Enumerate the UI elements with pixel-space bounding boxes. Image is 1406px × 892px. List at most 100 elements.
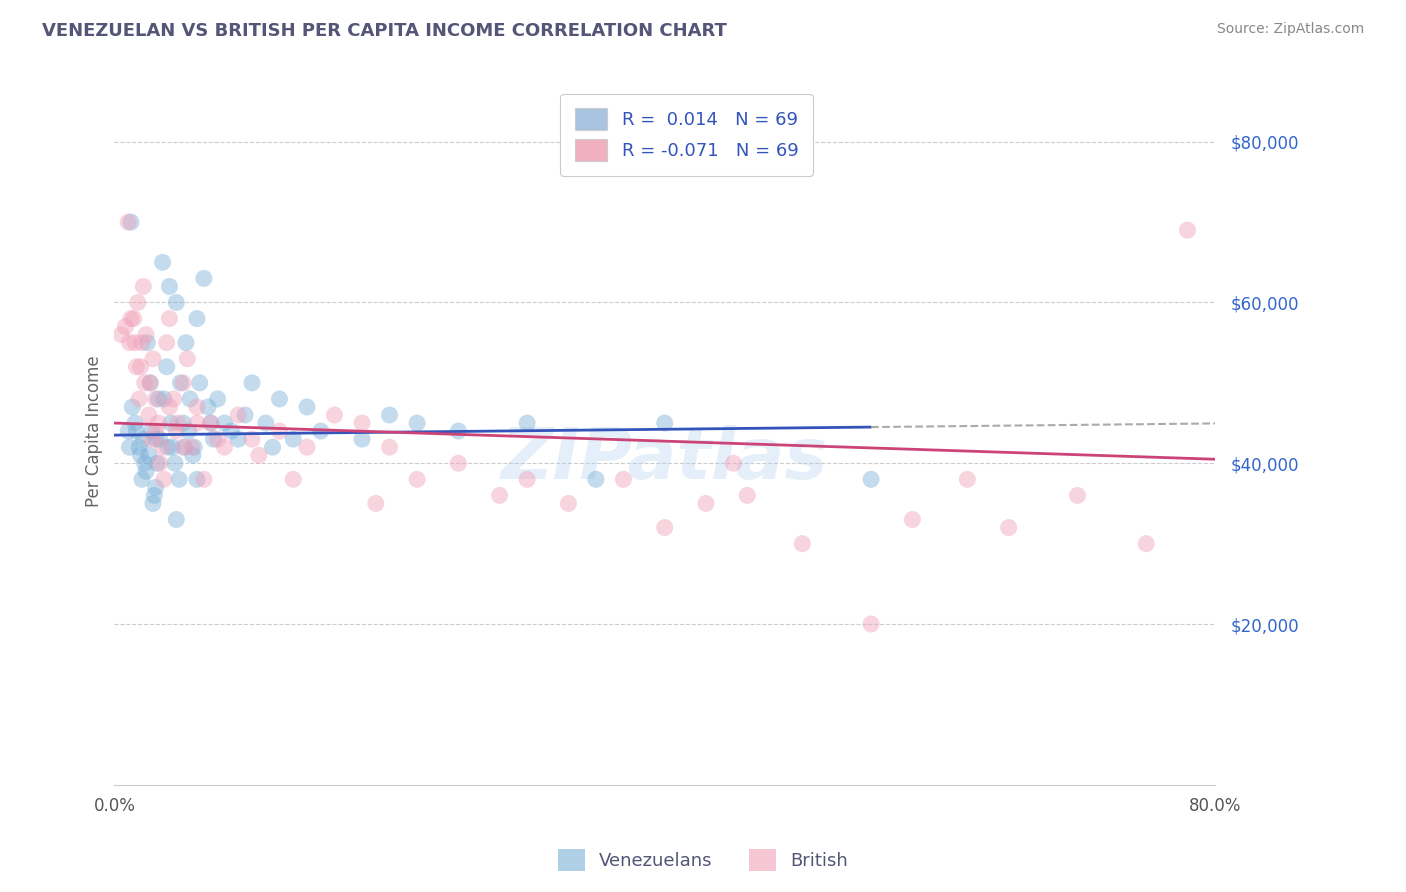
Text: VENEZUELAN VS BRITISH PER CAPITA INCOME CORRELATION CHART: VENEZUELAN VS BRITISH PER CAPITA INCOME …: [42, 22, 727, 40]
Point: [378, 440, 401, 454]
Point: [176, 351, 198, 366]
Point: [134, 376, 156, 390]
Point: [269, 424, 291, 438]
Point: [142, 351, 165, 366]
Point: [163, 456, 186, 470]
Point: [128, 440, 150, 454]
Point: [207, 392, 229, 406]
Point: [139, 376, 162, 390]
Point: [197, 400, 219, 414]
Point: [172, 440, 194, 454]
Point: [114, 319, 136, 334]
Point: [145, 424, 167, 438]
Point: [200, 416, 222, 430]
Point: [179, 392, 201, 406]
Point: [997, 520, 1019, 534]
Point: [117, 215, 139, 229]
Point: [141, 424, 163, 438]
Point: [254, 416, 277, 430]
Point: [226, 408, 249, 422]
Point: [309, 424, 332, 438]
Point: [165, 424, 187, 438]
Point: [378, 408, 401, 422]
Point: [207, 432, 229, 446]
Point: [124, 335, 146, 350]
Point: [131, 335, 153, 350]
Point: [447, 456, 470, 470]
Point: [183, 440, 205, 454]
Point: [138, 408, 160, 422]
Point: [202, 432, 225, 446]
Point: [186, 416, 208, 430]
Point: [166, 416, 188, 430]
Point: [193, 271, 215, 285]
Point: [226, 432, 249, 446]
Point: [295, 400, 318, 414]
Point: [167, 472, 190, 486]
Point: [138, 448, 160, 462]
Point: [233, 408, 256, 422]
Point: [283, 472, 305, 486]
Y-axis label: Per Capita Income: Per Capita Income: [86, 355, 103, 507]
Point: [149, 432, 172, 446]
Point: [193, 472, 215, 486]
Point: [132, 279, 155, 293]
Point: [188, 376, 211, 390]
Point: [146, 456, 169, 470]
Point: [186, 472, 208, 486]
Point: [153, 472, 176, 486]
Point: [122, 311, 145, 326]
Point: [121, 400, 143, 414]
Point: [165, 295, 187, 310]
Point: [117, 424, 139, 438]
Point: [148, 392, 170, 406]
Point: [145, 392, 167, 406]
Point: [557, 496, 579, 510]
Point: [142, 496, 165, 510]
Point: [152, 440, 174, 454]
Point: [585, 472, 607, 486]
Point: [148, 416, 170, 430]
Point: [364, 496, 387, 510]
Point: [295, 440, 318, 454]
Text: Source: ZipAtlas.com: Source: ZipAtlas.com: [1216, 22, 1364, 37]
Point: [262, 440, 284, 454]
Point: [352, 416, 374, 430]
Point: [695, 496, 717, 510]
Point: [129, 448, 152, 462]
Point: [124, 416, 146, 430]
Point: [269, 392, 291, 406]
Point: [129, 359, 152, 374]
Point: [901, 512, 924, 526]
Point: [323, 408, 346, 422]
Point: [125, 359, 148, 374]
Point: [516, 416, 538, 430]
Point: [157, 440, 180, 454]
Point: [110, 327, 132, 342]
Point: [141, 432, 163, 446]
Point: [654, 416, 676, 430]
Point: [172, 416, 194, 430]
Point: [174, 335, 197, 350]
Point: [159, 279, 181, 293]
Point: [159, 400, 181, 414]
Point: [136, 335, 159, 350]
Point: [139, 376, 162, 390]
Point: [654, 520, 676, 534]
Legend: R =  0.014   N = 69, R = -0.071   N = 69: R = 0.014 N = 69, R = -0.071 N = 69: [561, 94, 813, 176]
Point: [186, 311, 208, 326]
Point: [169, 376, 191, 390]
Point: [247, 448, 270, 462]
Legend: Venezuelans, British: Venezuelans, British: [551, 842, 855, 879]
Point: [131, 472, 153, 486]
Point: [125, 424, 148, 438]
Point: [172, 376, 194, 390]
Point: [149, 456, 172, 470]
Point: [860, 472, 883, 486]
Point: [735, 488, 758, 502]
Point: [145, 432, 167, 446]
Point: [159, 311, 181, 326]
Point: [488, 488, 510, 502]
Point: [165, 512, 187, 526]
Point: [406, 472, 429, 486]
